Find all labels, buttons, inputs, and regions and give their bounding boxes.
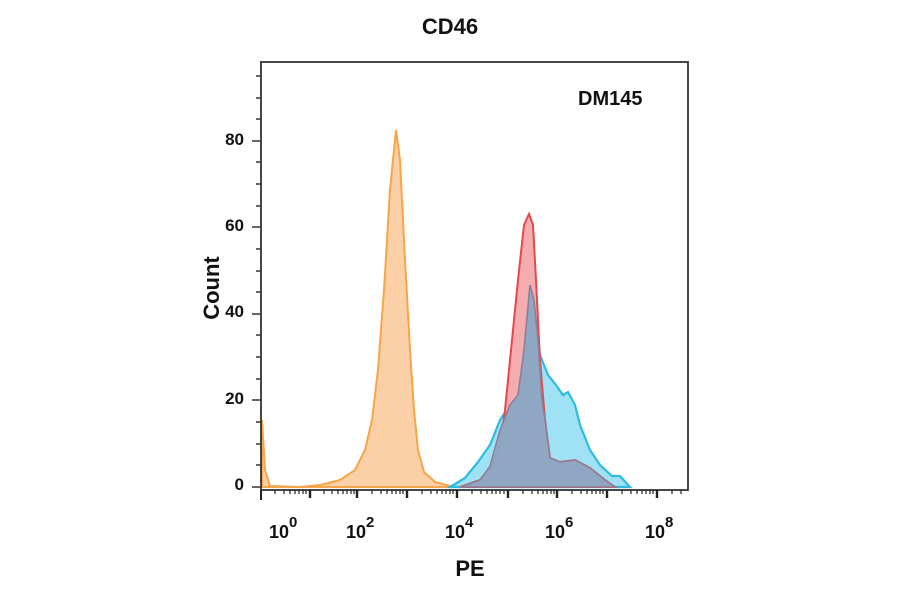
x-tick-base: 10 (545, 522, 566, 542)
x-tick-base: 10 (346, 522, 367, 542)
chart-title: CD46 (421, 14, 479, 39)
x-axis-ticks (260, 490, 682, 500)
x-tick-exp: 0 (289, 514, 298, 531)
x-tick-base: 10 (645, 522, 666, 542)
x-tick-1e6: 106 (545, 514, 573, 543)
y-axis-ticks (252, 75, 261, 488)
y-tick-40: 40 (225, 302, 244, 321)
x-tick-exp: 8 (665, 514, 674, 531)
x-tick-1e4: 104 (445, 514, 473, 543)
x-tick-1e8: 108 (645, 514, 673, 543)
y-tick-60: 60 (225, 216, 244, 235)
x-tick-exp: 6 (565, 514, 574, 531)
sample-label: DM145 (578, 88, 643, 110)
x-tick-base: 10 (445, 522, 466, 542)
x-tick-exp: 2 (366, 514, 375, 531)
x-tick-exp: 4 (465, 514, 474, 531)
y-axis-label: Count (199, 256, 224, 320)
x-tick-1e0: 100 (269, 514, 297, 543)
overlap-region (459, 284, 618, 488)
y-tick-80: 80 (225, 130, 244, 149)
y-tick-0: 0 (234, 475, 244, 494)
control-histogram (261, 129, 471, 489)
x-tick-base: 10 (269, 522, 290, 542)
y-tick-20: 20 (225, 389, 244, 408)
x-tick-1e2: 102 (346, 514, 374, 543)
plot-frame (260, 61, 689, 491)
x-axis-label: PE (455, 556, 485, 581)
